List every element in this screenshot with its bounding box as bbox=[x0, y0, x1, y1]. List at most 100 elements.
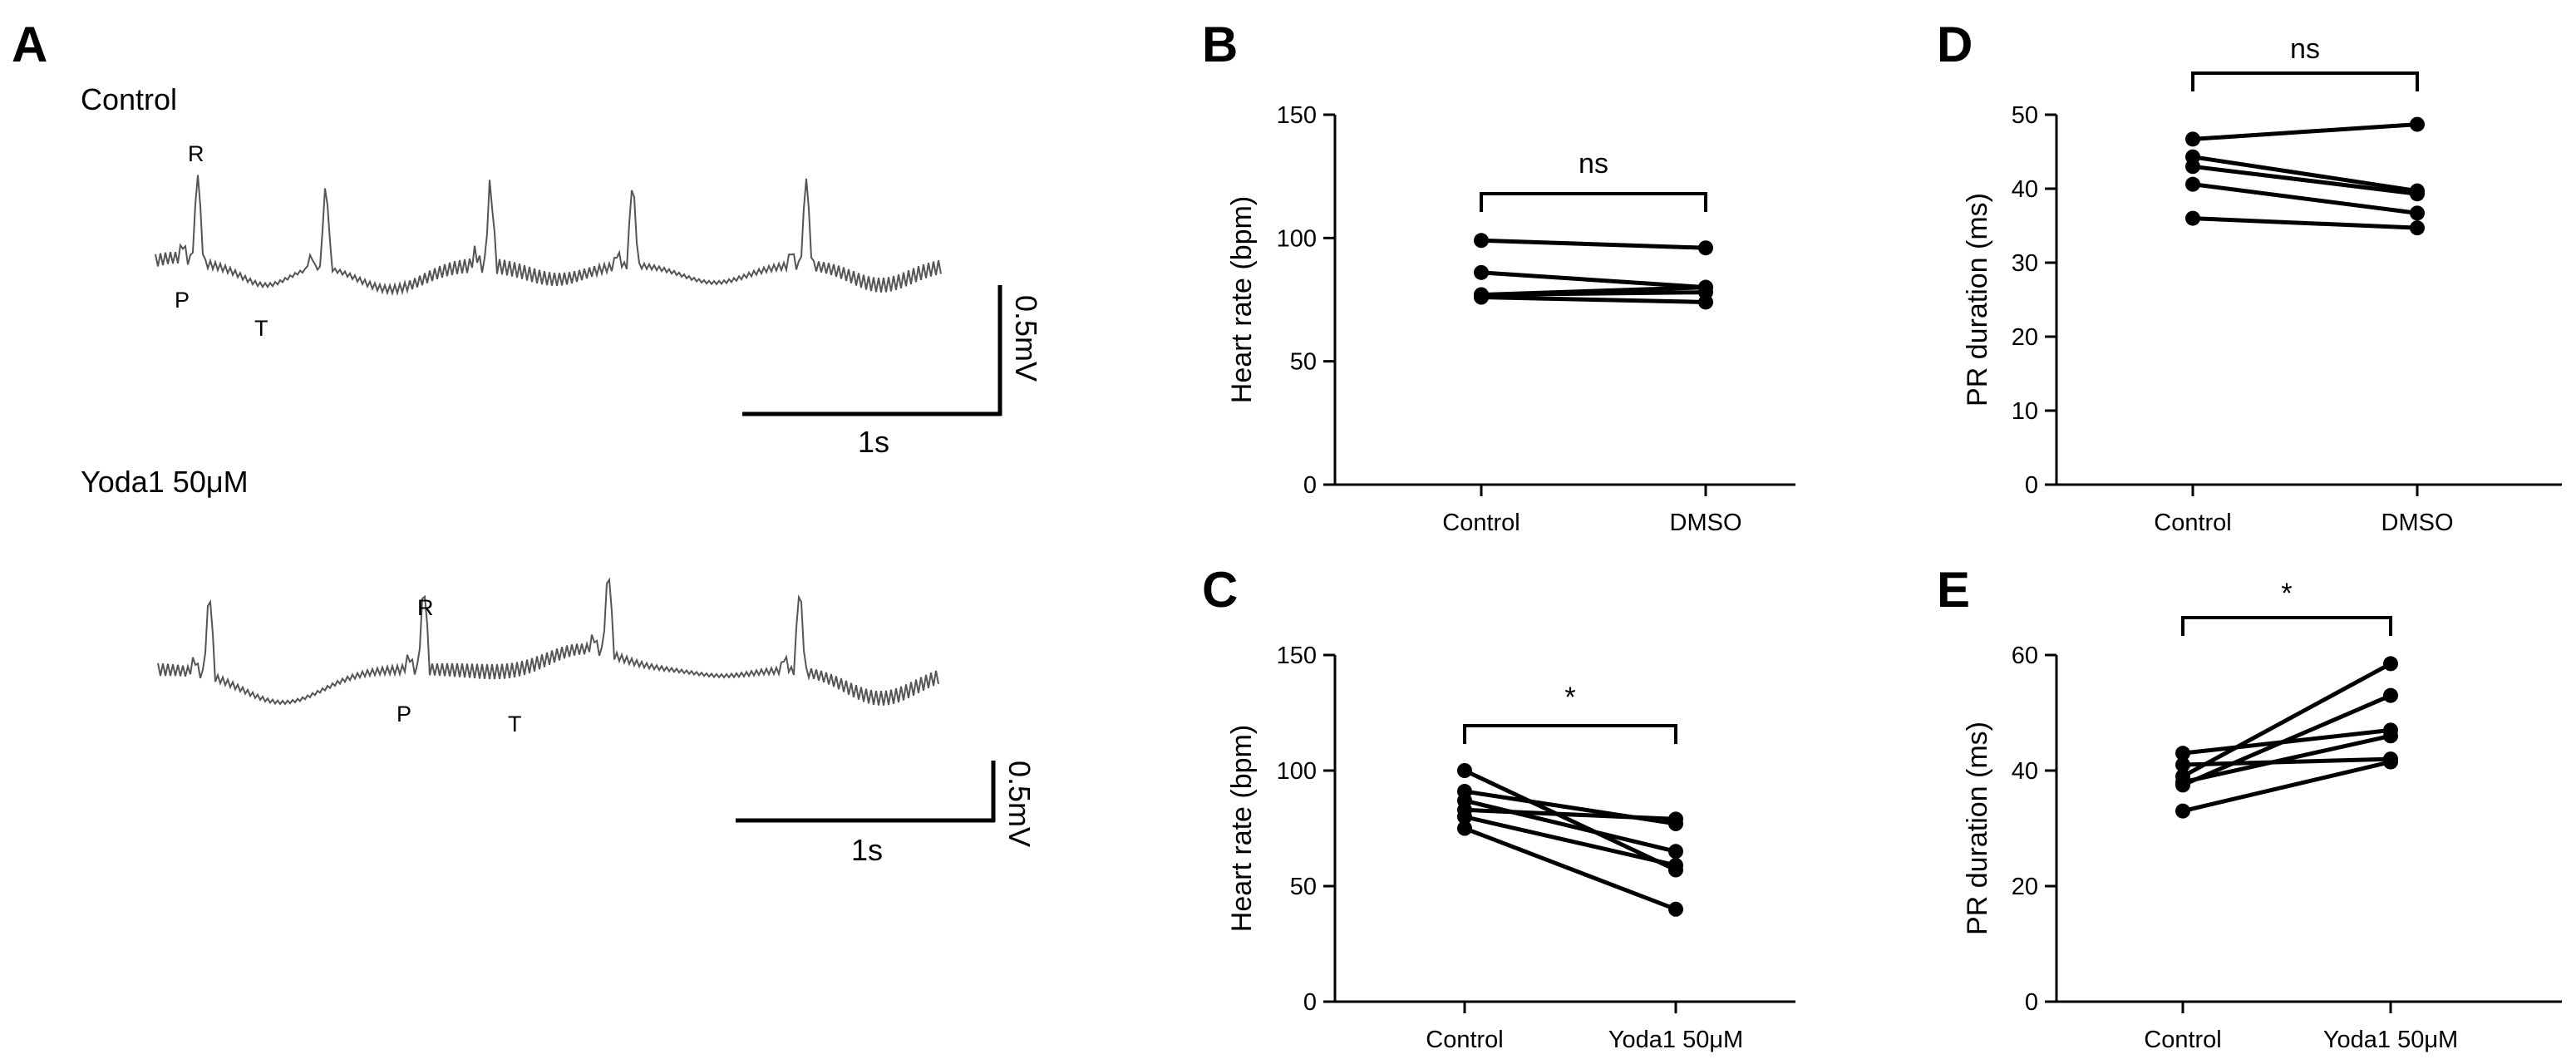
ecg-yoda1-label: Yoda1 50μM bbox=[81, 465, 249, 499]
ecg-yoda1-trace bbox=[157, 577, 939, 706]
chart-e-category-label: Control bbox=[2144, 1027, 2222, 1053]
chart-d-point bbox=[2185, 131, 2200, 147]
chart-c-ylabel: Heart rate (bpm) bbox=[1226, 725, 1258, 932]
ecg-control-scalebar: 1s 0.5mV bbox=[742, 285, 1043, 459]
ecg-control: Control R P T 1s 0.5mV bbox=[81, 82, 1043, 459]
ecg-control-scale-t: 1s bbox=[858, 425, 889, 459]
chart-b-point bbox=[1698, 240, 1713, 256]
chart-d: 0 10 20 30 40 50 Control DMSO PR duration (ms) ns bbox=[1962, 33, 2562, 536]
chart-c-ytick-label: 100 bbox=[1277, 758, 1317, 785]
chart-e-point bbox=[2175, 774, 2190, 790]
chart-d-series-line bbox=[2192, 216, 2418, 230]
chart-e-ytick-label: 40 bbox=[2012, 758, 2038, 785]
chart-e-ylabel: PR duration (ms) bbox=[1962, 722, 1993, 935]
chart-d-ytick-label: 0 bbox=[2025, 472, 2038, 499]
chart-d-ytick-label: 40 bbox=[2012, 176, 2038, 203]
chart-d-series-line bbox=[2192, 122, 2418, 141]
chart-c-series-line bbox=[1464, 815, 1677, 868]
chart-b-series-line bbox=[1480, 295, 1707, 304]
chart-c-point bbox=[1457, 763, 1472, 778]
chart-d-ytick-label: 50 bbox=[2012, 102, 2038, 129]
chart-d-category-label: Control bbox=[2154, 510, 2232, 536]
chart-d-series-line bbox=[2192, 164, 2418, 196]
chart-b-significance-label: ns bbox=[1579, 148, 1608, 180]
chart-d-point bbox=[2185, 176, 2200, 192]
chart-b-ytick-label: 50 bbox=[1290, 349, 1317, 376]
chart-e-significance-bracket bbox=[2181, 616, 2392, 636]
ecg-control-trace bbox=[155, 175, 942, 297]
chart-b: 0 50 100 150 Control DMSO Heart rate (bpm) ns bbox=[1226, 102, 1795, 536]
chart-e-point bbox=[2383, 687, 2398, 703]
chart-c-point bbox=[1457, 820, 1472, 836]
ecg-yoda1-p-label: P bbox=[396, 702, 411, 727]
chart-e-ytick-label: 20 bbox=[2012, 874, 2038, 900]
chart-b-ytick-label: 150 bbox=[1277, 102, 1317, 129]
chart-d-series-line bbox=[2192, 155, 2418, 194]
chart-e-point bbox=[2383, 656, 2398, 672]
chart-e-point bbox=[2383, 754, 2398, 770]
chart-b-series-line bbox=[1480, 285, 1707, 298]
chart-b-series-line bbox=[1480, 238, 1707, 250]
ecg-yoda1-scale-v: 0.5mV bbox=[1002, 761, 1037, 847]
ecg-control-p-label: P bbox=[175, 288, 190, 313]
chart-e-point bbox=[2175, 803, 2190, 819]
panel-letter-b: B bbox=[1202, 17, 1238, 72]
ecg-yoda1: Yoda1 50μM R P T 1s 0.5mV bbox=[81, 465, 1037, 867]
chart-e-ytick-label: 0 bbox=[2025, 989, 2038, 1016]
chart-d-category-label: DMSO bbox=[2381, 510, 2454, 536]
chart-d-significance-bracket bbox=[2191, 71, 2419, 91]
panel-letter-e: E bbox=[1937, 562, 1970, 618]
chart-c-point bbox=[1668, 901, 1683, 917]
chart-b-point bbox=[1474, 264, 1489, 280]
chart-c-series-line bbox=[1464, 807, 1677, 821]
chart-b-point bbox=[1474, 287, 1489, 303]
chart-e-series-line bbox=[2181, 662, 2392, 779]
chart-d-point bbox=[2185, 210, 2200, 226]
chart-b-ylabel: Heart rate (bpm) bbox=[1226, 196, 1258, 403]
chart-d-ylabel: PR duration (ms) bbox=[1962, 193, 1993, 406]
chart-b-category-label: DMSO bbox=[1670, 510, 1742, 536]
chart-c: 0 50 100 150 Control Yoda1 50μM Heart rate (bp… bbox=[1226, 643, 1795, 1053]
chart-e-series-line bbox=[2182, 693, 2391, 787]
chart-c-ytick-label: 0 bbox=[1303, 989, 1317, 1016]
chart-e-ytick-label: 60 bbox=[2012, 643, 2038, 669]
ecg-control-label: Control bbox=[81, 82, 177, 116]
ecg-control-r-label: R bbox=[188, 141, 204, 166]
ecg-control-scale-v: 0.5mV bbox=[1009, 295, 1043, 382]
panel-letter-c: C bbox=[1202, 562, 1238, 618]
chart-e-point bbox=[2175, 757, 2190, 773]
chart-d-ytick-label: 30 bbox=[2012, 250, 2038, 277]
chart-e-point bbox=[2383, 728, 2398, 744]
chart-c-category-label: Yoda1 50μM bbox=[1608, 1027, 1743, 1053]
chart-d-point bbox=[2185, 159, 2200, 175]
chart-e-significance-label: * bbox=[2281, 578, 2292, 609]
chart-d-point bbox=[2410, 116, 2425, 132]
chart-d-point bbox=[2410, 220, 2425, 236]
ecg-control-t-label: T bbox=[254, 316, 268, 341]
chart-c-series-line bbox=[1464, 798, 1677, 854]
chart-c-series-line bbox=[1464, 826, 1677, 912]
ecg-yoda1-scale-t: 1s bbox=[851, 833, 883, 867]
panel-letter-d: D bbox=[1937, 17, 1973, 72]
chart-d-point bbox=[2410, 205, 2425, 221]
chart-e: 0 20 40 60 Control Yoda1 50μM PR duration (ms)… bbox=[1962, 578, 2562, 1053]
chart-b-point bbox=[1698, 279, 1713, 295]
chart-d-series-line bbox=[2192, 182, 2418, 215]
chart-e-point bbox=[2175, 746, 2190, 761]
chart-c-category-label: Control bbox=[1426, 1027, 1504, 1053]
chart-c-point bbox=[1668, 811, 1683, 827]
chart-c-point bbox=[1668, 857, 1683, 873]
chart-e-series-line bbox=[2182, 756, 2391, 767]
chart-e-series-line bbox=[2182, 733, 2391, 785]
chart-b-category-label: Control bbox=[1442, 510, 1520, 536]
chart-e-series-line bbox=[2182, 760, 2391, 814]
chart-b-series-line bbox=[1480, 270, 1707, 290]
chart-c-series-line bbox=[1463, 768, 1677, 872]
chart-e-category-label: Yoda1 50μM bbox=[2323, 1027, 2458, 1053]
ecg-yoda1-r-label: R bbox=[417, 595, 434, 620]
chart-c-ytick-label: 50 bbox=[1290, 874, 1317, 900]
chart-c-point bbox=[1668, 844, 1683, 860]
chart-b-ytick-label: 100 bbox=[1277, 225, 1317, 252]
chart-c-point bbox=[1457, 809, 1472, 825]
